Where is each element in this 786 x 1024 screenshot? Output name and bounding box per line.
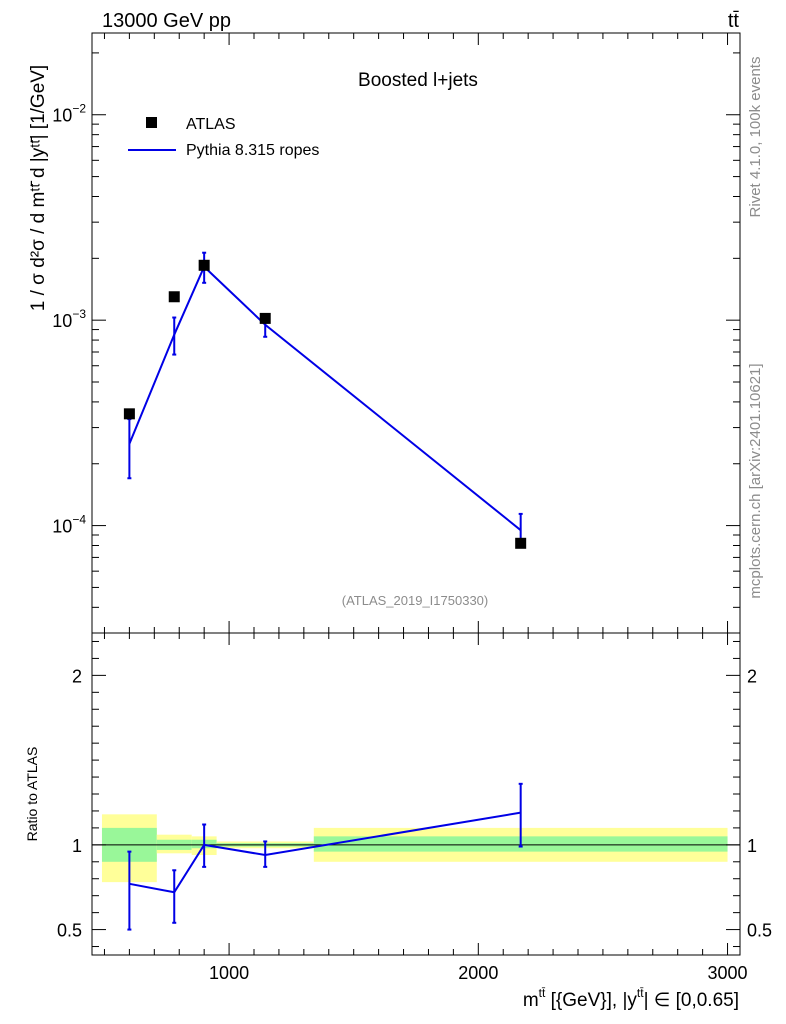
atlas-data-point [123, 408, 135, 420]
chart-title: Boosted l+jets [358, 70, 478, 91]
ratio-y-tick-label-left: 2 [72, 666, 82, 686]
ratio-y-tick-label-right: 1 [747, 836, 757, 856]
ratio-y-tick-label-left: 0.5 [57, 921, 82, 941]
process-label: tt̄ [728, 10, 740, 32]
atlas-data-point [198, 259, 210, 271]
main-y-tick-label: 10−3 [52, 307, 86, 331]
legend-atlas-label: ATLAS [186, 116, 236, 133]
x-tick-label: 3000 [708, 963, 748, 983]
main-y-tick-label: 10−2 [52, 102, 86, 126]
energy-label: 13000 GeV pp [102, 10, 231, 32]
rivet-version-label: Rivet 4.1.0, 100k events [747, 57, 764, 218]
atlas-data-point [259, 312, 271, 324]
ratio-panel: 0.5 0.5 1 1 2 2 Ratio to ATLAS [24, 632, 772, 956]
x-axis-label: mtt̄ [{GeV}], |ytt̄| ∈ [0,0.65] [523, 986, 739, 1011]
atlas-data-point [168, 291, 180, 303]
main-y-tick-label: 10−4 [52, 513, 86, 537]
ratio-y-tick-label-right: 2 [747, 666, 757, 686]
pythia-line [128, 265, 522, 531]
ratio-y-tick-label-right: 0.5 [747, 921, 772, 941]
legend: ATLAS Pythia 8.315 ropes [128, 116, 319, 159]
analysis-tag: (ATLAS_2019_I1750330) [342, 593, 488, 608]
x-tick-label: 1000 [209, 963, 249, 983]
ratio-ylabel: Ratio to ATLAS [24, 747, 40, 842]
ratio-y-tick-label-left: 1 [72, 836, 82, 856]
ratio-frame [91, 632, 741, 956]
main-ylabel: 1 / σ d²σ / d mᵗᵗ̄ d |yᵗᵗ̄| [1/GeV] [28, 65, 49, 311]
legend-atlas-marker [146, 117, 157, 128]
x-tick-label: 2000 [458, 963, 498, 983]
atlas-data-point [515, 537, 527, 549]
legend-pythia-label: Pythia 8.315 ropes [186, 142, 319, 159]
mcplots-label: mcplots.cern.ch [arXiv:2401.10621] [747, 363, 764, 598]
